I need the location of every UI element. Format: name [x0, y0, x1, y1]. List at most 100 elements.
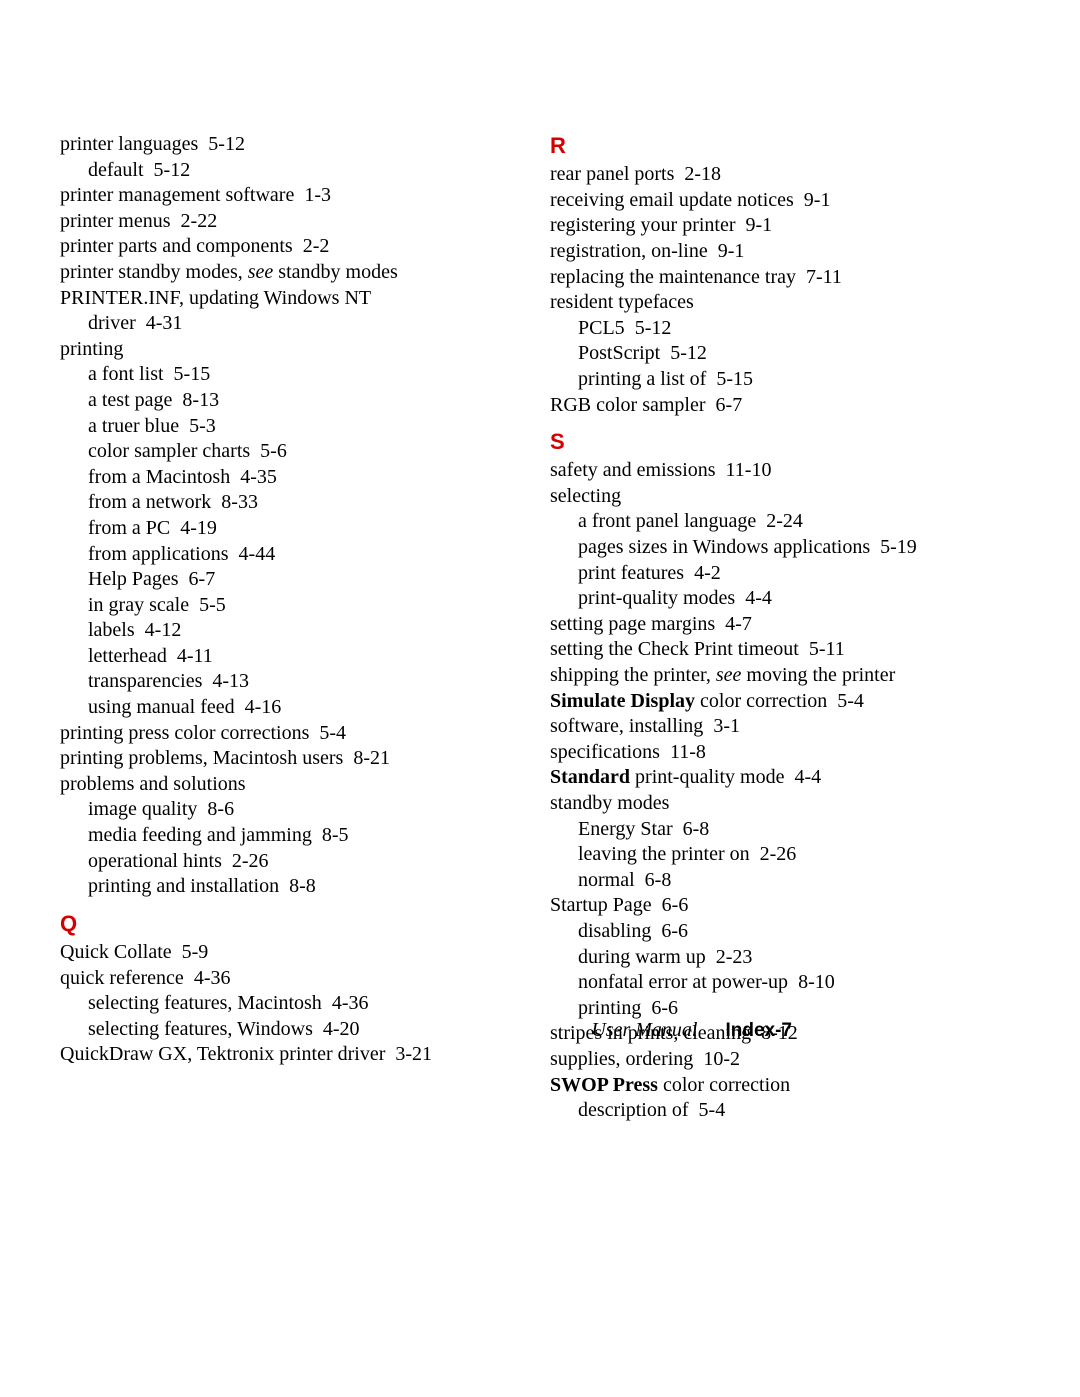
- index-entry-text: from a Macintosh: [88, 466, 230, 488]
- index-entry-text: PRINTER.INF, updating Windows NT: [60, 287, 371, 309]
- index-entry-text: printing problems, Macintosh users: [60, 747, 343, 769]
- index-entry: supplies, ordering10-2: [550, 1047, 1020, 1073]
- index-entry-text: replacing the maintenance tray: [550, 266, 796, 288]
- index-page-ref: 8-6: [197, 798, 234, 820]
- index-entry: problems and solutions: [60, 772, 530, 798]
- index-section-heading: R: [550, 132, 1020, 162]
- index-entry: replacing the maintenance tray7-11: [550, 265, 1020, 291]
- index-page-ref: 5-12: [144, 159, 191, 181]
- index-entry: disabling6-6: [550, 919, 1020, 945]
- index-page-ref: 4-13: [202, 670, 249, 692]
- index-entry: a truer blue5-3: [60, 414, 530, 440]
- index-page-ref: 5-9: [172, 941, 209, 963]
- index-entry-text: image quality: [88, 798, 197, 820]
- index-entry: Quick Collate5-9: [60, 940, 530, 966]
- index-entry-text: setting the Check Print timeout: [550, 638, 799, 660]
- index-page-ref: 9-1: [708, 240, 745, 262]
- index-entry: a front panel language2-24: [550, 509, 1020, 535]
- index-entry-text: in gray scale: [88, 594, 189, 616]
- index-page-ref: 4-35: [230, 466, 277, 488]
- index-entry: printing: [60, 337, 530, 363]
- index-entry-text: printer menus: [60, 210, 171, 232]
- index-entry: SWOP Press color correction: [550, 1073, 1020, 1099]
- index-entry-text: color correction: [695, 690, 827, 712]
- index-entry-text: selecting features, Macintosh: [88, 992, 322, 1014]
- index-entry: driver4-31: [60, 311, 530, 337]
- index-page-ref: 9-1: [736, 214, 773, 236]
- index-page-ref: 5-4: [309, 722, 346, 744]
- index-entry-text: transparencies: [88, 670, 202, 692]
- index-entry: setting the Check Print timeout5-11: [550, 637, 1020, 663]
- index-entry: printing a list of5-15: [550, 367, 1020, 393]
- index-page-ref: 10-2: [693, 1048, 740, 1070]
- index-entry-text: SWOP Press: [550, 1074, 658, 1096]
- index-entry: image quality8-6: [60, 797, 530, 823]
- index-entry: description of5-4: [550, 1098, 1020, 1124]
- index-entry-text: registering your printer: [550, 214, 736, 236]
- index-entry: a test page8-13: [60, 388, 530, 414]
- index-entry-text: Standard: [550, 766, 630, 788]
- index-entry-text: a truer blue: [88, 415, 179, 437]
- index-page-ref: 5-11: [799, 638, 845, 660]
- index-entry: Energy Star6-8: [550, 817, 1020, 843]
- index-entry-text: rear panel ports: [550, 163, 674, 185]
- index-page-ref: 5-6: [250, 440, 287, 462]
- index-entry-text: color sampler charts: [88, 440, 250, 462]
- index-entry: from a PC4-19: [60, 516, 530, 542]
- index-section-heading: S: [550, 418, 1020, 458]
- index-entry-text: driver: [88, 312, 136, 334]
- index-page-ref: 2-24: [756, 510, 803, 532]
- index-entry-text: default: [88, 159, 144, 181]
- index-entry-text: registration, on-line: [550, 240, 708, 262]
- index-entry: Startup Page6-6: [550, 893, 1020, 919]
- index-entry-text: PCL5: [578, 317, 625, 339]
- index-page-ref: 6-7: [706, 394, 743, 416]
- index-entry-text: operational hints: [88, 850, 222, 872]
- index-page-ref: 4-19: [170, 517, 217, 539]
- index-entry: registration, on-line9-1: [550, 239, 1020, 265]
- index-entry-text: standby modes: [273, 261, 397, 283]
- index-entry: receiving email update notices9-1: [550, 188, 1020, 214]
- index-entry: operational hints2-26: [60, 849, 530, 875]
- index-entry-text: from a PC: [88, 517, 170, 539]
- index-section-heading: Q: [60, 900, 530, 940]
- index-entry: selecting features, Windows4-20: [60, 1017, 530, 1043]
- index-entry-text: Quick Collate: [60, 941, 172, 963]
- index-page-ref: 7-11: [796, 266, 842, 288]
- index-page-ref: 4-11: [167, 645, 213, 667]
- index-entry-text: safety and emissions: [550, 459, 716, 481]
- index-entry: shipping the printer, see moving the pri…: [550, 663, 1020, 689]
- index-entry-text: nonfatal error at power-up: [578, 971, 788, 993]
- index-page-ref: 5-12: [625, 317, 672, 339]
- footer-doc-title: User Manual: [591, 1018, 697, 1044]
- index-entry: rear panel ports2-18: [550, 162, 1020, 188]
- index-entry-text: Energy Star: [578, 818, 673, 840]
- index-entry-text: standby modes: [550, 792, 669, 814]
- index-entry-text: print-quality modes: [578, 587, 735, 609]
- index-entry-text: printing a list of: [578, 368, 706, 390]
- index-entry: default5-12: [60, 158, 530, 184]
- index-entry: normal6-8: [550, 868, 1020, 894]
- index-entry: from a Macintosh4-35: [60, 465, 530, 491]
- index-entry-text: Simulate Display: [550, 690, 695, 712]
- index-entry-text: specifications: [550, 741, 660, 763]
- index-page-ref: 8-10: [788, 971, 835, 993]
- index-entry-text: software, installing: [550, 715, 703, 737]
- index-entry-text: from a network: [88, 491, 211, 513]
- index-entry: selecting features, Macintosh4-36: [60, 991, 530, 1017]
- index-entry-text: Startup Page: [550, 894, 652, 916]
- index-page-ref: 8-13: [172, 389, 219, 411]
- index-page-ref: 4-7: [715, 613, 752, 635]
- index-page-ref: 5-15: [164, 363, 211, 385]
- index-entry-text: normal: [578, 869, 635, 891]
- index-entry: registering your printer9-1: [550, 213, 1020, 239]
- index-entry-text: quick reference: [60, 967, 184, 989]
- index-entry-text: description of: [578, 1099, 689, 1121]
- index-page-ref: 6-6: [641, 997, 678, 1019]
- index-entry-text: printing: [60, 338, 123, 360]
- index-entry: during warm up2-23: [550, 945, 1020, 971]
- index-page-ref: 4-44: [229, 543, 276, 565]
- index-page-ref: 2-2: [293, 235, 330, 257]
- index-page-ref: 8-8: [279, 875, 316, 897]
- index-entry: quick reference4-36: [60, 966, 530, 992]
